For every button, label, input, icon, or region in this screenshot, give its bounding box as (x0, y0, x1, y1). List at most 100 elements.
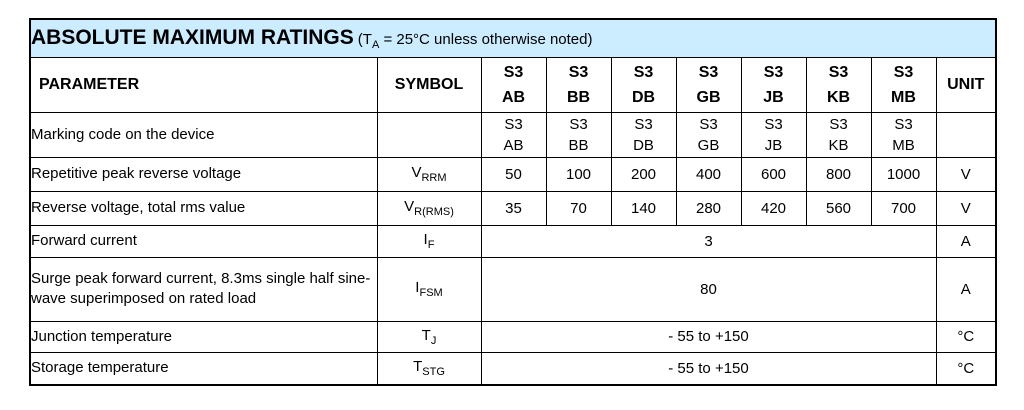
symbol-subscript: J (430, 334, 437, 347)
symbol-cell: TJ (376, 320, 482, 353)
parameter-cell: Repetitive peak reverse voltage (29, 156, 378, 192)
value-cell: S3 MB (870, 111, 937, 158)
value-cell: 600 (740, 156, 807, 192)
value-cell: 800 (805, 156, 872, 192)
marking-line1: S3 (569, 115, 588, 133)
device-line2: BB (566, 88, 591, 106)
marking-line1: S3 (634, 115, 653, 133)
symbol-base: T (413, 358, 423, 376)
device-line1: S3 (698, 63, 719, 81)
unit-cell (935, 111, 997, 158)
marking-line1: S3 (504, 115, 523, 133)
value-cell: 70 (545, 190, 612, 226)
value-cell-span: - 55 to +150 (480, 351, 937, 386)
value-cell: 400 (675, 156, 742, 192)
device-line2: JB (763, 88, 784, 106)
value-cell: 100 (545, 156, 612, 192)
marking-line2: JB (764, 136, 783, 154)
marking-line2: GB (697, 136, 720, 154)
symbol-base: V (404, 198, 415, 215)
value-cell: 50 (480, 156, 547, 192)
column-header-unit: UNIT (935, 56, 997, 113)
parameter-cell: Marking code on the device (29, 111, 378, 158)
device-line1: S3 (633, 63, 654, 81)
value-cell: 140 (610, 190, 677, 226)
table-row-junction-temperature: Junction temperature TJ - 55 to +150 °C (29, 320, 997, 353)
column-header-s3kb: S3 KB (805, 56, 872, 113)
value-cell: S3 JB (740, 111, 807, 158)
marking-line2: DB (633, 136, 654, 154)
column-header-s3ab: S3 AB (480, 56, 547, 113)
column-header-symbol: SYMBOL (376, 56, 482, 113)
symbol-base: I (423, 231, 428, 248)
marking-line2: MB (892, 136, 915, 154)
unit-cell: V (935, 190, 997, 226)
value-cell: S3 GB (675, 111, 742, 158)
table-row-storage-temperature: Storage temperature TSTG - 55 to +150 °C (29, 351, 997, 386)
table-row-surge-current: Surge peak forward current, 8.3ms single… (29, 256, 997, 322)
symbol-cell: VRRM (376, 156, 482, 192)
symbol-cell: VR(RMS) (376, 190, 482, 226)
device-line1: S3 (828, 63, 849, 81)
page-title: ABSOLUTE MAXIMUM RATINGS (31, 25, 354, 49)
table-row-forward-current: Forward current IF 3 A (29, 224, 997, 258)
value-cell: 35 (480, 190, 547, 226)
device-line1: S3 (893, 63, 914, 81)
parameter-cell: Storage temperature (29, 351, 378, 386)
device-line2: KB (826, 88, 851, 106)
value-cell: 700 (870, 190, 937, 226)
device-line2: DB (631, 88, 656, 106)
device-line2: GB (696, 88, 721, 106)
symbol-cell (376, 111, 482, 158)
column-header-s3jb: S3 JB (740, 56, 807, 113)
device-line1: S3 (763, 63, 784, 81)
unit-cell: °C (935, 351, 997, 386)
value-cell-span: 3 (480, 224, 937, 258)
marking-line2: KB (828, 136, 849, 154)
symbol-cell: IFSM (376, 256, 482, 322)
value-cell: S3 AB (480, 111, 547, 158)
title-condition: (TA = 25°C unless otherwise noted) (357, 30, 593, 51)
table-row: ABSOLUTE MAXIMUM RATINGS (TA = 25°C unles… (29, 18, 997, 58)
unit-cell: V (935, 156, 997, 192)
device-line2: MB (891, 88, 916, 106)
value-cell: 200 (610, 156, 677, 192)
device-line1: S3 (568, 63, 589, 81)
marking-line2: BB (568, 136, 589, 154)
table-title-bar: ABSOLUTE MAXIMUM RATINGS (TA = 25°C unles… (29, 18, 997, 58)
condition-text: = 25°C unless otherwise noted) (379, 30, 593, 48)
unit-cell: °C (935, 320, 997, 353)
value-cell: S3 DB (610, 111, 677, 158)
marking-line1: S3 (699, 115, 718, 133)
table-header-row: PARAMETER SYMBOL S3 AB S3 BB S3 DB S3 GB S3 J… (29, 56, 997, 113)
symbol-subscript: RRM (421, 172, 447, 184)
value-cell: 280 (675, 190, 742, 226)
value-cell: 420 (740, 190, 807, 226)
symbol-subscript: STG (422, 366, 445, 379)
column-header-s3mb: S3 MB (870, 56, 937, 113)
column-header-s3db: S3 DB (610, 56, 677, 113)
symbol-base: I (415, 279, 420, 296)
marking-line1: S3 (894, 115, 913, 133)
symbol-subscript: FSM (419, 287, 443, 299)
value-cell: 560 (805, 190, 872, 226)
parameter-cell: Junction temperature (29, 320, 378, 353)
parameter-cell: Surge peak forward current, 8.3ms single… (29, 256, 378, 322)
value-cell-span: 80 (480, 256, 937, 322)
condition-text: (T (357, 30, 372, 48)
symbol-base: V (411, 164, 422, 181)
value-cell: S3 KB (805, 111, 872, 158)
symbol-cell: IF (376, 224, 482, 258)
column-header-s3bb: S3 BB (545, 56, 612, 113)
marking-line1: S3 (764, 115, 783, 133)
parameter-cell: Reverse voltage, total rms value (29, 190, 378, 226)
symbol-base: T (421, 326, 431, 344)
value-cell-span: - 55 to +150 (480, 320, 937, 353)
table-row-marking-code: Marking code on the device S3 AB S3 BB S3 D… (29, 111, 997, 158)
value-cell: S3 BB (545, 111, 612, 158)
absolute-maximum-ratings-table: ABSOLUTE MAXIMUM RATINGS (TA = 25°C unles… (29, 18, 998, 386)
symbol-subscript: F (427, 239, 435, 251)
unit-cell: A (935, 256, 997, 322)
symbol-subscript: R(RMS) (414, 206, 454, 218)
